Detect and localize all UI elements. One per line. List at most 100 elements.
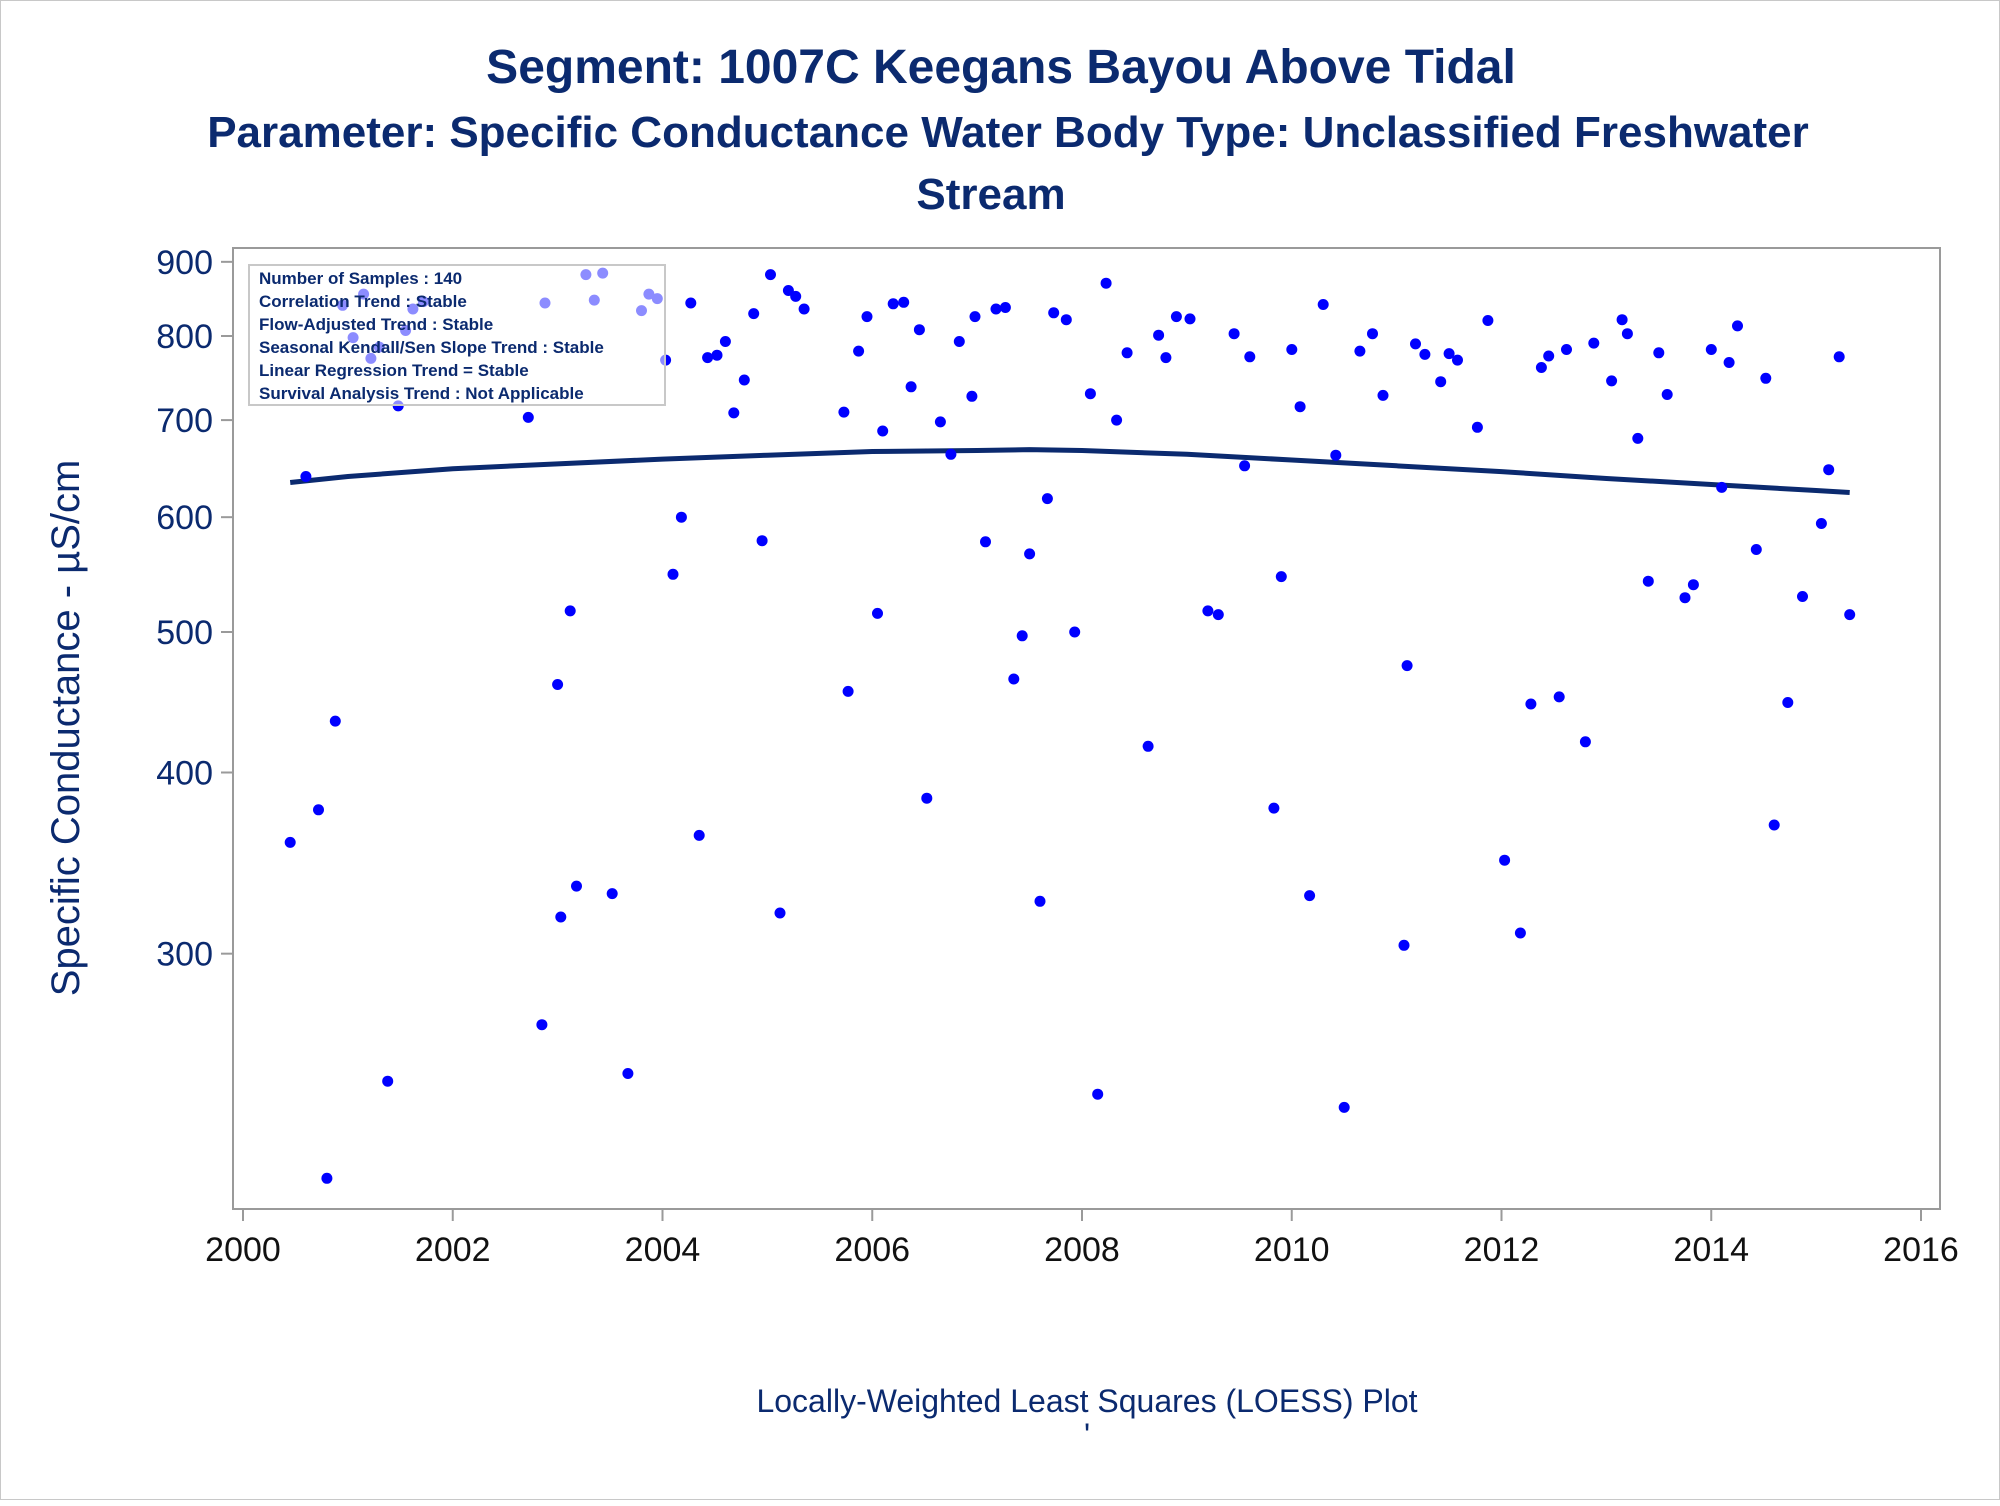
- data-point: [1377, 389, 1389, 401]
- data-point: [321, 1172, 333, 1184]
- plot-area: [232, 247, 1941, 1210]
- data-point: [1525, 698, 1537, 710]
- data-point: [1471, 421, 1483, 433]
- data-point: [1750, 544, 1762, 555]
- data-point: [1228, 328, 1240, 340]
- data-point: [1153, 329, 1165, 341]
- data-point: [606, 888, 618, 900]
- data-point: [798, 303, 810, 315]
- loess-curve: [289, 447, 1850, 495]
- data-point: [1499, 854, 1511, 866]
- data-point: [1338, 1101, 1350, 1113]
- data-point: [1354, 345, 1366, 357]
- data-point: [1642, 575, 1654, 587]
- data-point: [1041, 493, 1053, 505]
- data-point: [748, 308, 760, 320]
- data-point: [1452, 354, 1463, 366]
- data-point: [1815, 518, 1827, 529]
- y-tick-label: 800: [156, 318, 213, 356]
- data-point: [1553, 691, 1565, 703]
- x-tick-label: 2008: [1044, 1231, 1120, 1269]
- data-point: [1317, 299, 1329, 310]
- data-point: [1121, 347, 1133, 359]
- data-point: [1398, 939, 1410, 951]
- data-point: [1016, 630, 1028, 642]
- data-point: [953, 336, 965, 347]
- data-point: [1679, 592, 1691, 604]
- data-point: [693, 829, 705, 841]
- data-point: [1304, 890, 1316, 902]
- y-tick-label: 300: [156, 936, 213, 974]
- data-point: [622, 1068, 634, 1079]
- data-point: [1092, 1088, 1104, 1100]
- data-point: [728, 407, 740, 419]
- data-point: [1410, 338, 1421, 350]
- data-point: [1535, 362, 1547, 373]
- data-point: [1100, 277, 1112, 289]
- data-point: [1419, 348, 1431, 360]
- data-point: [1579, 736, 1591, 748]
- data-point: [1275, 571, 1287, 583]
- data-point: [1435, 376, 1447, 388]
- data-point: [313, 804, 324, 816]
- data-point: [861, 311, 873, 323]
- x-axis: 2000 2002 2004 2006 2008 2010 2012 2014 2016: [205, 1209, 1959, 1269]
- data-point: [1212, 609, 1224, 621]
- y-axis-label: Specific Conductance - µS/cm: [44, 460, 88, 997]
- data-point: [990, 303, 1002, 315]
- data-point: [552, 679, 564, 690]
- footnote: Locally-Weighted Least Squares (LOESS) P…: [756, 1383, 1417, 1419]
- data-point: [980, 536, 991, 548]
- data-point: [1184, 313, 1196, 325]
- data-point: [571, 880, 582, 892]
- data-point: [1687, 579, 1699, 591]
- y-tick-label: 700: [156, 402, 213, 440]
- inset-samples: Number of Samples : 140: [259, 269, 462, 288]
- data-point: [685, 297, 697, 309]
- data-point: [790, 290, 802, 302]
- data-point: [756, 535, 768, 547]
- data-point: [1797, 591, 1808, 602]
- data-point: [555, 911, 567, 923]
- data-point: [853, 345, 865, 357]
- data-point: [1244, 351, 1256, 363]
- data-point: [1606, 375, 1618, 387]
- data-point: [536, 1019, 548, 1031]
- inset-correlation-trend: Correlation Trend : Stable: [259, 292, 467, 311]
- data-point: [1588, 337, 1600, 349]
- data-point: [667, 568, 679, 580]
- data-point: [1111, 414, 1123, 426]
- data-point: [1367, 328, 1378, 340]
- data-point: [1823, 464, 1835, 476]
- data-point: [898, 296, 910, 308]
- data-point: [969, 311, 981, 323]
- data-point: [1543, 350, 1555, 362]
- data-point: [1782, 697, 1794, 708]
- data-point: [945, 448, 957, 460]
- data-point: [1443, 348, 1455, 360]
- x-tick-label: 2014: [1673, 1231, 1749, 1269]
- data-point: [1008, 673, 1020, 685]
- data-point: [999, 302, 1011, 313]
- data-point: [284, 836, 296, 848]
- data-point: [1732, 320, 1743, 332]
- y-tick-label: 500: [156, 614, 213, 652]
- y-tick-label: 600: [156, 499, 213, 537]
- data-point: [711, 349, 723, 361]
- x-tick-label: 2012: [1464, 1231, 1540, 1269]
- data-point: [1034, 895, 1046, 907]
- title-line-3: Stream: [916, 170, 1065, 219]
- data-point: [887, 298, 899, 310]
- data-point: [1024, 548, 1036, 560]
- data-point: [1833, 351, 1845, 363]
- x-tick-label: 2006: [834, 1231, 910, 1269]
- data-point: [1170, 311, 1182, 323]
- x-tick-label: 2002: [415, 1231, 491, 1269]
- data-point: [1084, 388, 1096, 400]
- data-point: [702, 352, 714, 364]
- x-tick-label: 2000: [205, 1231, 281, 1269]
- y-tick-label: 400: [156, 755, 213, 793]
- data-point: [564, 605, 576, 617]
- title-line-1: Segment: 1007C Keegans Bayou Above Tidal: [486, 41, 1516, 94]
